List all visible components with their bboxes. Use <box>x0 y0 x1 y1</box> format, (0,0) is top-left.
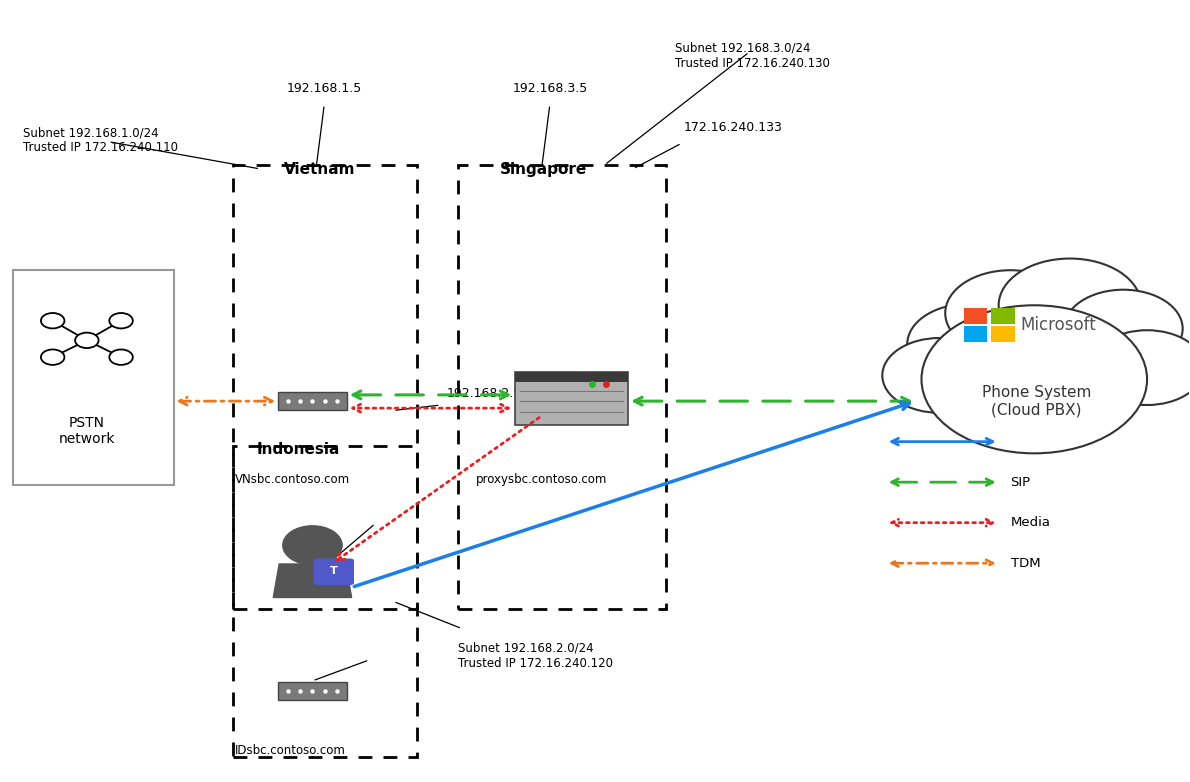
FancyBboxPatch shape <box>515 372 627 425</box>
FancyBboxPatch shape <box>515 372 627 382</box>
Text: HTTP REST: HTTP REST <box>1010 435 1083 448</box>
Circle shape <box>882 338 996 413</box>
Bar <box>458 165 666 609</box>
Bar <box>233 446 416 757</box>
Text: proxysbc.contoso.com: proxysbc.contoso.com <box>476 473 608 486</box>
FancyBboxPatch shape <box>964 326 988 342</box>
Circle shape <box>945 271 1076 356</box>
Circle shape <box>283 526 342 565</box>
Text: Media: Media <box>1010 516 1051 529</box>
Circle shape <box>75 332 99 348</box>
Text: Vietnam: Vietnam <box>284 162 356 177</box>
Text: T: T <box>330 566 338 576</box>
FancyBboxPatch shape <box>278 682 346 701</box>
Text: Singapore: Singapore <box>500 162 588 177</box>
Circle shape <box>907 303 1031 385</box>
Text: Microsoft: Microsoft <box>1020 316 1096 334</box>
Text: TDM: TDM <box>1010 557 1040 570</box>
FancyBboxPatch shape <box>278 392 346 411</box>
FancyBboxPatch shape <box>991 308 1015 324</box>
Text: PSTN
network: PSTN network <box>58 416 115 447</box>
Circle shape <box>921 305 1147 454</box>
Circle shape <box>1090 330 1190 405</box>
FancyBboxPatch shape <box>314 558 353 585</box>
FancyBboxPatch shape <box>991 326 1015 342</box>
Text: Phone System
(Cloud PBX): Phone System (Cloud PBX) <box>982 385 1091 417</box>
Text: Indonesia: Indonesia <box>257 443 340 457</box>
FancyBboxPatch shape <box>964 308 988 324</box>
Circle shape <box>1064 289 1183 368</box>
Text: Subnet 192.168.1.0/24
Trusted IP 172.16.240.110: Subnet 192.168.1.0/24 Trusted IP 172.16.… <box>23 126 177 154</box>
Text: 192.168.2.5: 192.168.2.5 <box>446 387 522 400</box>
Bar <box>13 271 174 485</box>
Text: IDsbc.contoso.com: IDsbc.contoso.com <box>236 744 346 757</box>
Text: VNsbc.contoso.com: VNsbc.contoso.com <box>236 473 350 486</box>
Circle shape <box>109 350 133 365</box>
Text: SIP: SIP <box>1010 475 1031 489</box>
Text: 192.168.3.5: 192.168.3.5 <box>512 82 588 95</box>
Bar <box>233 165 416 609</box>
Text: 172.16.240.133: 172.16.240.133 <box>684 121 783 134</box>
Circle shape <box>40 313 64 328</box>
Polygon shape <box>274 564 351 597</box>
Circle shape <box>40 350 64 365</box>
Circle shape <box>109 313 133 328</box>
Text: Subnet 192.168.2.0/24
Trusted IP 172.16.240.120: Subnet 192.168.2.0/24 Trusted IP 172.16.… <box>458 642 614 670</box>
Text: 192.168.1.5: 192.168.1.5 <box>287 82 362 95</box>
Circle shape <box>998 259 1141 352</box>
Text: Subnet 192.168.3.0/24
Trusted IP 172.16.240.130: Subnet 192.168.3.0/24 Trusted IP 172.16.… <box>675 42 829 70</box>
